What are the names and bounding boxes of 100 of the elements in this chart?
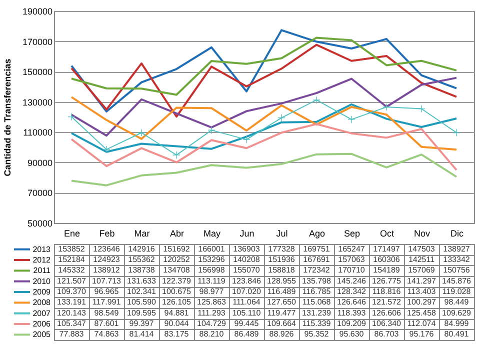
data-label: 158818 xyxy=(268,266,296,275)
data-label: 140208 xyxy=(233,255,260,264)
data-label: 142916 xyxy=(128,244,156,254)
data-label: 128.955 xyxy=(267,276,297,286)
x-tick-label: Feb xyxy=(99,228,115,238)
x-tick-label: Dic xyxy=(450,228,464,238)
data-label: 135.798 xyxy=(302,276,332,286)
y-tick-label: 170000 xyxy=(22,36,52,47)
data-label: 177328 xyxy=(268,244,296,254)
data-label: 100.675 xyxy=(162,287,192,296)
data-label: 111.293 xyxy=(198,308,226,318)
line-series xyxy=(70,96,458,151)
legend-label: 2013 xyxy=(32,244,52,254)
data-label: 133.191 xyxy=(57,298,87,307)
data-label: 109.370 xyxy=(57,287,87,296)
data-label: 156998 xyxy=(198,266,226,275)
data-label: 126.775 xyxy=(372,276,402,286)
data-label: 117.991 xyxy=(92,298,122,307)
data-label: 134708 xyxy=(163,266,190,275)
point xyxy=(452,128,461,137)
legend-label: 2007 xyxy=(32,308,52,318)
data-label: 98.449 xyxy=(444,298,470,307)
data-label: 99.397 xyxy=(129,319,154,328)
data-label: 153852 xyxy=(58,244,86,254)
data-label: 151692 xyxy=(163,244,190,254)
data-label: 106.340 xyxy=(372,319,402,328)
data-label: 119.028 xyxy=(442,287,472,296)
data-label: 125.863 xyxy=(197,298,227,307)
point xyxy=(242,136,251,144)
data-label: 138912 xyxy=(93,266,120,275)
data-label: 109.664 xyxy=(267,319,297,328)
data-label: 150756 xyxy=(443,266,470,275)
data-label: 116.489 xyxy=(267,287,296,296)
line-series xyxy=(70,123,458,171)
data-label: 98.977 xyxy=(199,287,224,296)
data-label: 121.572 xyxy=(372,298,402,307)
data-label: 83.175 xyxy=(164,330,190,339)
data-label: 113.403 xyxy=(407,287,436,296)
data-label: 115.339 xyxy=(302,319,332,328)
legend-label: 2005 xyxy=(32,330,52,340)
data-label: 109.595 xyxy=(127,308,157,318)
point xyxy=(417,104,426,113)
point xyxy=(172,151,181,160)
x-tick-label: Nov xyxy=(414,228,430,238)
line-series xyxy=(70,103,458,153)
y-tick-label: 190000 xyxy=(22,6,52,16)
data-label: 84.999 xyxy=(444,319,470,328)
legend-label: 2012 xyxy=(32,256,52,264)
legend-label: 2011 xyxy=(33,266,52,276)
data-label: 102.341 xyxy=(127,287,157,296)
legend-label: 2010 xyxy=(32,276,52,286)
data-label: 109.209 xyxy=(337,319,367,328)
data-label: 118.816 xyxy=(372,287,402,296)
data-label: 107.020 xyxy=(232,287,262,296)
data-label: 157063 xyxy=(338,255,366,264)
data-label: 121.507 xyxy=(57,276,87,286)
point xyxy=(137,128,146,137)
data-label: 88.926 xyxy=(269,330,294,339)
point xyxy=(277,114,286,122)
data-label: 115.068 xyxy=(302,298,332,307)
data-label: 77.883 xyxy=(59,330,84,339)
x-tick-label: May xyxy=(203,228,221,238)
data-label: 145332 xyxy=(58,266,86,275)
data-label: 105.347 xyxy=(57,319,87,328)
data-label: 105.110 xyxy=(232,308,262,318)
data-label: 154189 xyxy=(373,266,400,275)
y-tick-label: 50000 xyxy=(27,218,52,228)
data-label: 166001 xyxy=(198,244,226,254)
data-label: 133342 xyxy=(443,255,470,264)
data-label: 81.414 xyxy=(129,330,154,339)
data-label: 112.074 xyxy=(407,319,436,328)
data-label: 120252 xyxy=(163,255,190,264)
data-label: 155070 xyxy=(233,266,260,275)
data-label: 131.239 xyxy=(302,308,332,318)
point xyxy=(67,112,76,121)
data-label: 124923 xyxy=(93,255,120,264)
data-label: 151936 xyxy=(268,255,296,264)
data-label: 74.863 xyxy=(94,330,120,339)
data-label: 126.606 xyxy=(372,308,402,318)
data-label: 125.458 xyxy=(407,308,437,318)
point xyxy=(347,115,356,124)
y-tick-label: 90000 xyxy=(27,158,52,168)
data-label: 100.297 xyxy=(407,298,437,307)
data-label: 119.477 xyxy=(267,308,296,318)
data-label: 170710 xyxy=(338,266,366,275)
legend-label: 2006 xyxy=(32,320,52,328)
point xyxy=(382,102,391,112)
line-series xyxy=(70,44,458,118)
data-label: 165247 xyxy=(338,244,366,254)
data-label: 153296 xyxy=(198,255,226,264)
data-label: 99.445 xyxy=(234,319,260,328)
data-label: 90.044 xyxy=(164,319,190,328)
point xyxy=(312,96,321,104)
data-label: 127.650 xyxy=(267,298,297,307)
data-label: 145.246 xyxy=(337,276,367,286)
x-tick-label: Oct xyxy=(380,228,394,238)
data-label: 145.876 xyxy=(442,276,472,286)
x-tick-label: Ago xyxy=(308,228,326,238)
data-label: 109.629 xyxy=(442,308,472,318)
data-label: 128.342 xyxy=(337,287,367,296)
